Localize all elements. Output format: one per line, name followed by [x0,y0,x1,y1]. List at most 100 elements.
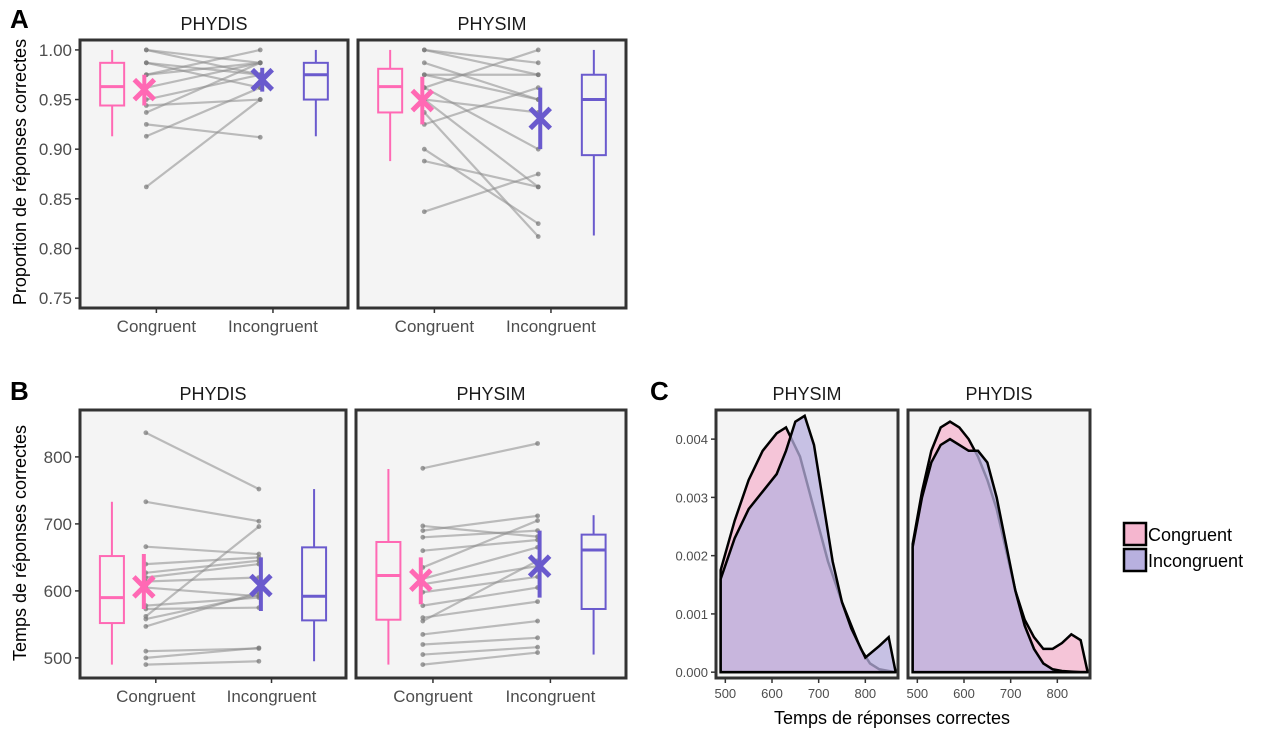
facet-border [78,38,350,310]
paired-point [535,441,540,446]
paired-line [145,545,259,556]
y-tick-label: 0.003 [675,490,708,505]
facet-strip-label: PHYSIM [456,384,525,404]
paired-line [422,519,539,569]
paired-line [422,442,538,470]
paired-point [143,624,149,629]
facet-border [714,408,900,680]
paired-point [256,658,262,664]
paired-point [143,655,149,661]
paired-point [420,528,426,533]
facet-strip-label: PHYDIS [965,384,1032,404]
paired-line [423,86,539,151]
x-tick-label: 700 [808,686,830,701]
x-tick-label: 800 [854,686,876,701]
facet-strip-label: PHYSIM [457,14,526,34]
paired-point [420,618,426,624]
mean-marker [527,554,552,578]
paired-point [535,221,541,227]
x-tick-label: 600 [953,686,975,701]
y-tick-label: 0.001 [675,607,708,622]
paired-point [143,47,149,53]
paired-line [145,556,259,566]
paired-line [145,525,260,618]
paired-line [146,48,261,64]
y-tick-label: 1.00 [39,41,72,60]
paired-line [422,646,538,656]
paired-line [145,98,261,188]
paired-line [145,596,259,607]
paired-point [420,642,426,647]
paired-point [420,662,426,667]
paired-point [143,430,149,436]
paired-line [422,565,538,586]
box-body [99,61,126,107]
x-tick-label: Congruent [117,317,197,336]
paired-line [424,98,539,114]
y-axis-title-b: Temps de réponses correctes [10,425,30,661]
paired-point [535,60,541,66]
legend-key-incongruent [1122,547,1148,573]
y-tick-label: 0.004 [675,432,708,447]
paired-point [421,47,427,53]
paired-line [145,647,259,653]
y-tick-label: 0.000 [675,665,708,680]
y-tick-label: 0.90 [39,140,72,159]
paired-point [420,615,426,621]
paired-point [535,47,541,53]
mean-marker [409,568,433,592]
paired-point [535,171,541,177]
facet-strip-label: PHYSIM [772,384,841,404]
paired-point [256,551,262,557]
paired-line [145,606,259,611]
paired-line [145,586,259,598]
x-tick-label: 800 [1046,686,1068,701]
y-tick-label: 700 [44,515,72,534]
facet-strip-label: PHYDIS [179,384,246,404]
x-tick-label: 500 [714,686,736,701]
paired-line [423,48,539,89]
panel-a-accuracy: 0.75 0.80 0.85 0.90 0.95 1.00 PHYDIS Congruent I… [39,14,628,336]
facet-background [80,40,348,308]
x-tick-label: Congruent [395,317,475,336]
legend-label-congruent: Congruent [1148,525,1232,545]
paired-point [421,209,427,215]
paired-point [535,513,540,519]
paired-point [420,603,426,609]
y-axis-title-a: Proportion de réponses correctes [10,39,30,305]
paired-point [420,465,426,471]
paired-line [422,559,539,623]
paired-point [535,518,540,523]
x-tick-label: 700 [1000,686,1022,701]
paired-point [143,613,149,619]
paired-line [146,123,261,139]
paired-point [535,234,541,239]
paired-line [422,546,538,580]
paired-point [143,499,149,505]
paired-line [423,148,539,225]
paired-point [420,632,426,637]
paired-point [421,72,427,78]
paired-line [146,73,261,101]
density-incongruent [719,413,898,674]
paired-point [143,133,149,139]
paired-line [422,619,538,636]
paired-point [257,47,263,53]
y-tick-label: 600 [44,582,72,601]
paired-point [535,618,540,624]
paired-point [420,548,426,554]
paired-line [423,111,540,238]
paired-line [424,73,539,101]
paired-line [145,559,259,574]
paired-line [145,660,259,666]
paired-line [146,61,261,89]
box-body [375,540,402,621]
paired-line [146,61,261,76]
facet-border [906,408,1092,680]
legend-label-incongruent: Incongruent [1148,551,1243,571]
legend-key-congruent [1122,521,1148,547]
paired-point [143,60,149,66]
paired-point [256,646,262,651]
box-body [580,533,607,610]
facet-border [78,408,348,680]
